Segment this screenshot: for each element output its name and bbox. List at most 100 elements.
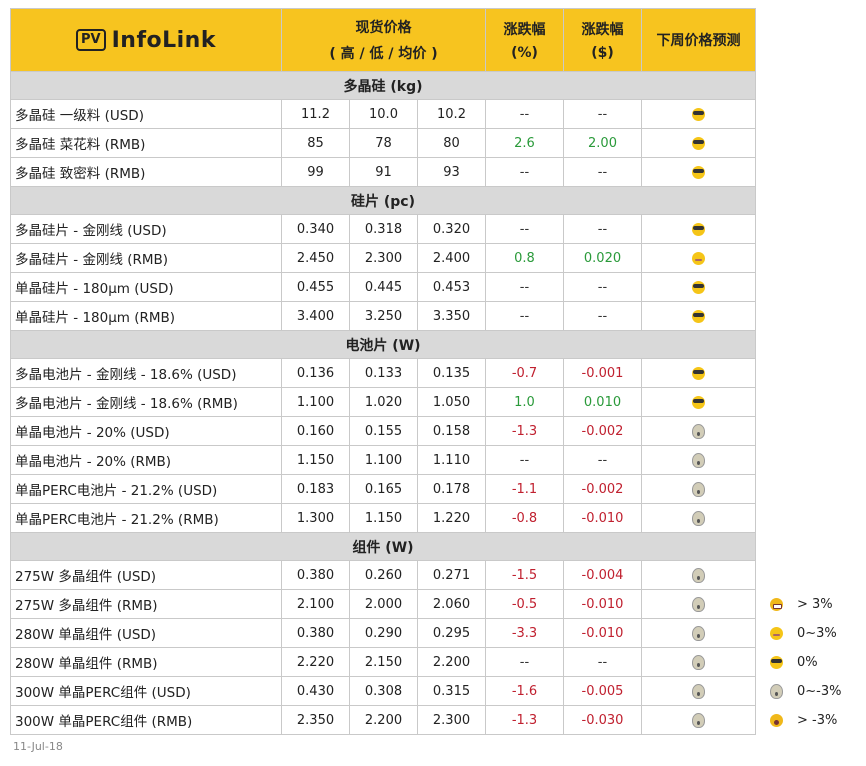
low-price: 2.200 — [349, 705, 418, 735]
smile-icon — [770, 627, 783, 640]
avg-price: 2.300 — [417, 705, 486, 735]
pct-change-header: 涨跌幅 (%) — [485, 8, 564, 72]
product-name: 275W 多晶组件 (USD) — [10, 560, 282, 590]
product-name: 多晶电池片 - 金刚线 - 18.6% (USD) — [10, 358, 282, 388]
scream-icon — [692, 510, 705, 526]
forecast-cell — [641, 272, 756, 302]
low-price: 91 — [349, 157, 418, 187]
table-row: 单晶硅片 - 180μm (RMB) 3.400 3.250 3.350 -- -- — [10, 301, 756, 331]
high-price: 1.150 — [281, 445, 350, 475]
high-price: 2.350 — [281, 705, 350, 735]
high-price: 2.220 — [281, 647, 350, 677]
low-price: 3.250 — [349, 301, 418, 331]
abs-change: -- — [563, 272, 642, 302]
low-price: 10.0 — [349, 99, 418, 129]
table-row: 280W 单晶组件 (RMB) 2.220 2.150 2.200 -- -- — [10, 647, 756, 677]
legend-item: > 3% — [764, 590, 864, 619]
avg-price: 0.271 — [417, 560, 486, 590]
low-price: 2.150 — [349, 647, 418, 677]
product-name: 多晶硅 菜花料 (RMB) — [10, 128, 282, 158]
pct-change: -- — [485, 647, 564, 677]
cool-icon — [692, 366, 705, 380]
price-table: PV InfoLink 现货价格 ( 高 / 低 / 均价 ) 涨跌幅 (%) … — [10, 8, 756, 735]
section-title: 硅片 (pc) — [10, 186, 756, 215]
legend-item: 0% — [764, 648, 864, 677]
pct-change: 0.8 — [485, 243, 564, 273]
low-price: 1.100 — [349, 445, 418, 475]
product-name: 单晶硅片 - 180μm (USD) — [10, 272, 282, 302]
forecast-cell — [641, 157, 756, 187]
product-name: 多晶硅片 - 金刚线 (RMB) — [10, 243, 282, 273]
abs-change-header: 涨跌幅 ($) — [563, 8, 642, 72]
abs-change: -- — [563, 445, 642, 475]
high-price: 99 — [281, 157, 350, 187]
pct-change: 1.0 — [485, 387, 564, 417]
avg-price: 1.110 — [417, 445, 486, 475]
section-header-row: 电池片 (W) — [10, 330, 756, 359]
smile-icon — [692, 251, 705, 265]
table-row: 多晶硅片 - 金刚线 (USD) 0.340 0.318 0.320 -- -- — [10, 214, 756, 244]
forecast-cell — [641, 445, 756, 475]
pct-change: -- — [485, 301, 564, 331]
high-price: 0.340 — [281, 214, 350, 244]
abs-change-title: 涨跌幅 — [581, 22, 624, 38]
high-price: 11.2 — [281, 99, 350, 129]
product-name: 多晶硅 一级料 (USD) — [10, 99, 282, 129]
table-row: 单晶电池片 - 20% (USD) 0.160 0.155 0.158 -1.3 -0.0… — [10, 416, 756, 446]
low-price: 2.000 — [349, 589, 418, 619]
low-price: 1.150 — [349, 503, 418, 533]
section-header-row: 多晶硅 (kg) — [10, 71, 756, 100]
pct-change: -0.8 — [485, 503, 564, 533]
cool-icon — [692, 107, 705, 121]
pct-change: 2.6 — [485, 128, 564, 158]
abs-change-unit: ($) — [591, 45, 614, 61]
legend-item: 0~3% — [764, 619, 864, 648]
abs-change: -- — [563, 157, 642, 187]
scream-icon — [692, 712, 705, 728]
abs-change: 0.020 — [563, 243, 642, 273]
table-row: 单晶电池片 - 20% (RMB) 1.150 1.100 1.110 -- -- — [10, 445, 756, 475]
product-name: 单晶PERC电池片 - 21.2% (RMB) — [10, 503, 282, 533]
table-row: 多晶硅 一级料 (USD) 11.2 10.0 10.2 -- -- — [10, 99, 756, 129]
forecast-cell — [641, 358, 756, 388]
table-row: 多晶电池片 - 金刚线 - 18.6% (USD) 0.136 0.133 0.135… — [10, 358, 756, 388]
table-row: 多晶硅 致密料 (RMB) 99 91 93 -- -- — [10, 157, 756, 187]
pct-change-unit: (%) — [511, 45, 538, 61]
legend-label: > -3% — [797, 713, 838, 728]
pct-change: -1.5 — [485, 560, 564, 590]
table-body: 多晶硅 (kg) 多晶硅 一级料 (USD) 11.2 10.0 10.2 -- -- 多晶硅… — [10, 71, 756, 735]
cool-icon — [692, 309, 705, 323]
report-date: 11-Jul-18 — [13, 740, 63, 753]
forecast-cell — [641, 387, 756, 417]
abs-change: 0.010 — [563, 387, 642, 417]
scream-icon — [692, 654, 705, 670]
forecast-cell — [641, 676, 756, 706]
spot-price-subtitle: ( 高 / 低 / 均价 ) — [329, 46, 438, 62]
abs-change: -0.001 — [563, 358, 642, 388]
spot-price-title: 现货价格 — [355, 20, 412, 36]
infolink-logo: PV InfoLink — [76, 28, 216, 53]
product-name: 单晶硅片 - 180μm (RMB) — [10, 301, 282, 331]
legend-item: > -3% — [764, 706, 864, 735]
table-row: 280W 单晶组件 (USD) 0.380 0.290 0.295 -3.3 -0.010 — [10, 618, 756, 648]
abs-change: -0.002 — [563, 474, 642, 504]
table-row: 275W 多晶组件 (USD) 0.380 0.260 0.271 -1.5 -0.004 — [10, 560, 756, 590]
abs-change: -- — [563, 301, 642, 331]
high-price: 2.450 — [281, 243, 350, 273]
scream-icon — [692, 596, 705, 612]
high-price: 85 — [281, 128, 350, 158]
logo-text: InfoLink — [111, 27, 216, 53]
high-price: 0.183 — [281, 474, 350, 504]
high-price: 0.380 — [281, 618, 350, 648]
product-name: 275W 多晶组件 (RMB) — [10, 589, 282, 619]
forecast-cell — [641, 589, 756, 619]
avg-price: 1.220 — [417, 503, 486, 533]
forecast-cell — [641, 560, 756, 590]
forecast-cell — [641, 503, 756, 533]
abs-change: -- — [563, 214, 642, 244]
abs-change: -0.010 — [563, 503, 642, 533]
cool-icon — [692, 136, 705, 150]
table-row: 单晶PERC电池片 - 21.2% (RMB) 1.300 1.150 1.220 -0… — [10, 503, 756, 533]
scream-icon — [692, 683, 705, 699]
forecast-header: 下周价格预测 — [641, 8, 756, 72]
